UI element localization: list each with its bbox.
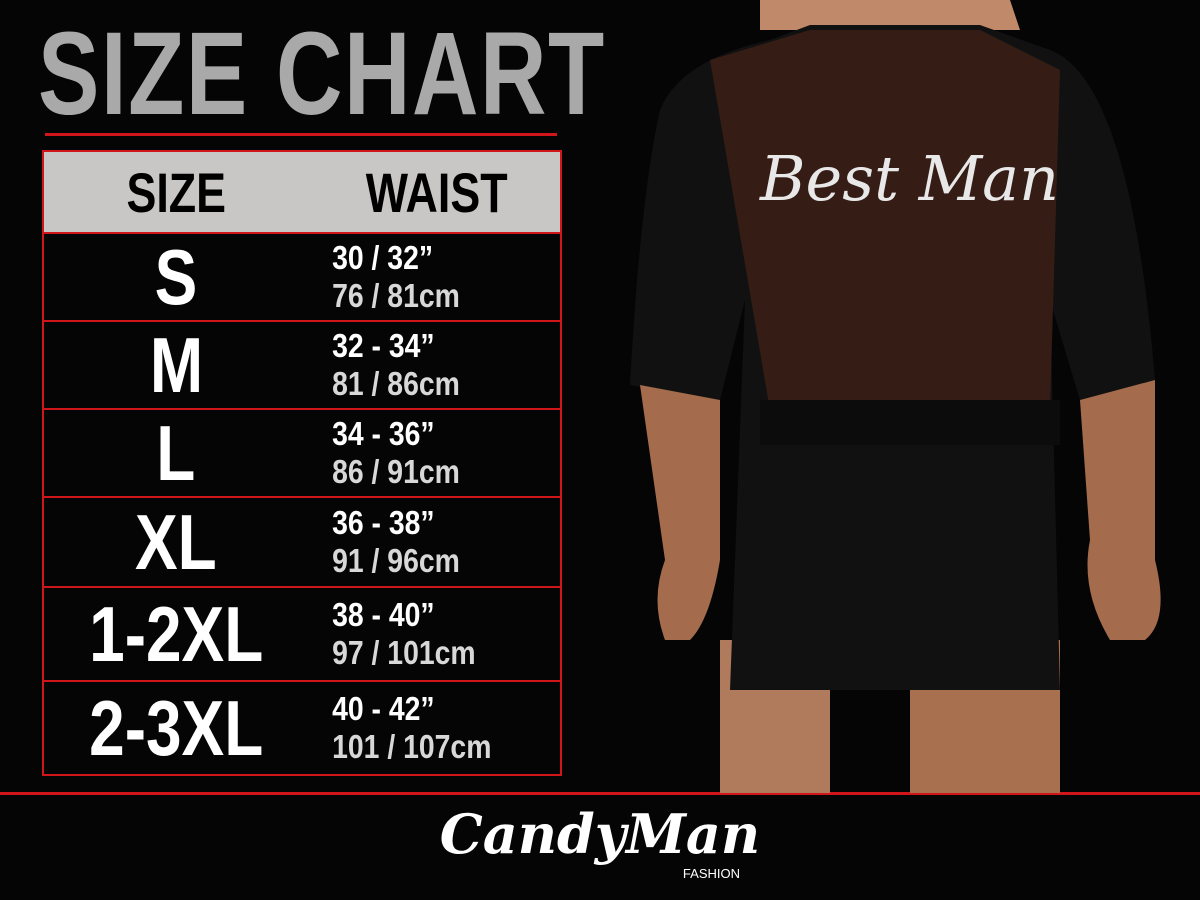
waist-cell: 38 - 40” 97 / 101cm xyxy=(308,596,525,672)
waist-inches: 38 - 40” xyxy=(332,596,435,633)
waist-cm: 76 / 81cm xyxy=(332,277,460,314)
logo-brand: CandyMan xyxy=(439,802,761,866)
candyman-logo: CandyMan FASHION xyxy=(420,802,780,898)
size-label: M xyxy=(149,321,203,409)
waist-cell: 34 - 36” 86 / 91cm xyxy=(308,415,525,491)
size-cell: 2-3XL xyxy=(44,689,308,767)
table-row: L 34 - 36” 86 / 91cm xyxy=(44,410,560,498)
waist-cell: 30 / 32” 76 / 81cm xyxy=(308,239,525,315)
size-label: S xyxy=(154,233,198,321)
page-title: SIZE CHART xyxy=(38,8,606,140)
waist-inches: 36 - 38” xyxy=(332,504,435,541)
table-header: SIZE WAIST xyxy=(44,152,560,234)
title-divider xyxy=(45,133,557,136)
waist-cm: 91 / 96cm xyxy=(332,542,460,579)
waist-cm: 86 / 91cm xyxy=(332,453,460,490)
footer-divider xyxy=(0,792,1200,795)
size-label: L xyxy=(156,409,196,497)
size-table: SIZE WAIST S 30 / 32” 76 / 81cm M 32 - 34”… xyxy=(42,150,562,776)
size-cell: M xyxy=(44,326,308,404)
size-label: 1-2XL xyxy=(88,590,264,678)
table-row: 2-3XL 40 - 42” 101 / 107cm xyxy=(44,682,560,774)
waist-inches: 34 - 36” xyxy=(332,415,435,452)
waist-inches: 32 - 34” xyxy=(332,327,435,364)
size-cell: 1-2XL xyxy=(44,595,308,673)
table-row: 1-2XL 38 - 40” 97 / 101cm xyxy=(44,588,560,682)
waist-cell: 40 - 42” 101 / 107cm xyxy=(308,690,525,766)
size-label: 2-3XL xyxy=(88,684,264,772)
size-cell: S xyxy=(44,238,308,316)
waist-cell: 36 - 38” 91 / 96cm xyxy=(308,504,525,580)
logo-sub: FASHION xyxy=(682,866,740,881)
table-row: XL 36 - 38” 91 / 96cm xyxy=(44,498,560,588)
waist-cm: 97 / 101cm xyxy=(332,634,476,671)
waist-cm: 101 / 107cm xyxy=(332,728,492,765)
best-man-print: Best Man xyxy=(759,142,1059,215)
product-photo: Best Man xyxy=(610,0,1200,793)
table-row: S 30 / 32” 76 / 81cm xyxy=(44,234,560,322)
size-label: XL xyxy=(135,498,217,586)
header-size: SIZE xyxy=(126,160,226,224)
waist-inches: 30 / 32” xyxy=(332,239,434,276)
size-cell: L xyxy=(44,414,308,492)
waist-cell: 32 - 34” 81 / 86cm xyxy=(308,327,525,403)
size-cell: XL xyxy=(44,503,308,581)
waist-cm: 81 / 86cm xyxy=(332,365,460,402)
table-row: M 32 - 34” 81 / 86cm xyxy=(44,322,560,410)
waist-inches: 40 - 42” xyxy=(332,690,435,727)
header-waist: WAIST xyxy=(365,160,508,224)
